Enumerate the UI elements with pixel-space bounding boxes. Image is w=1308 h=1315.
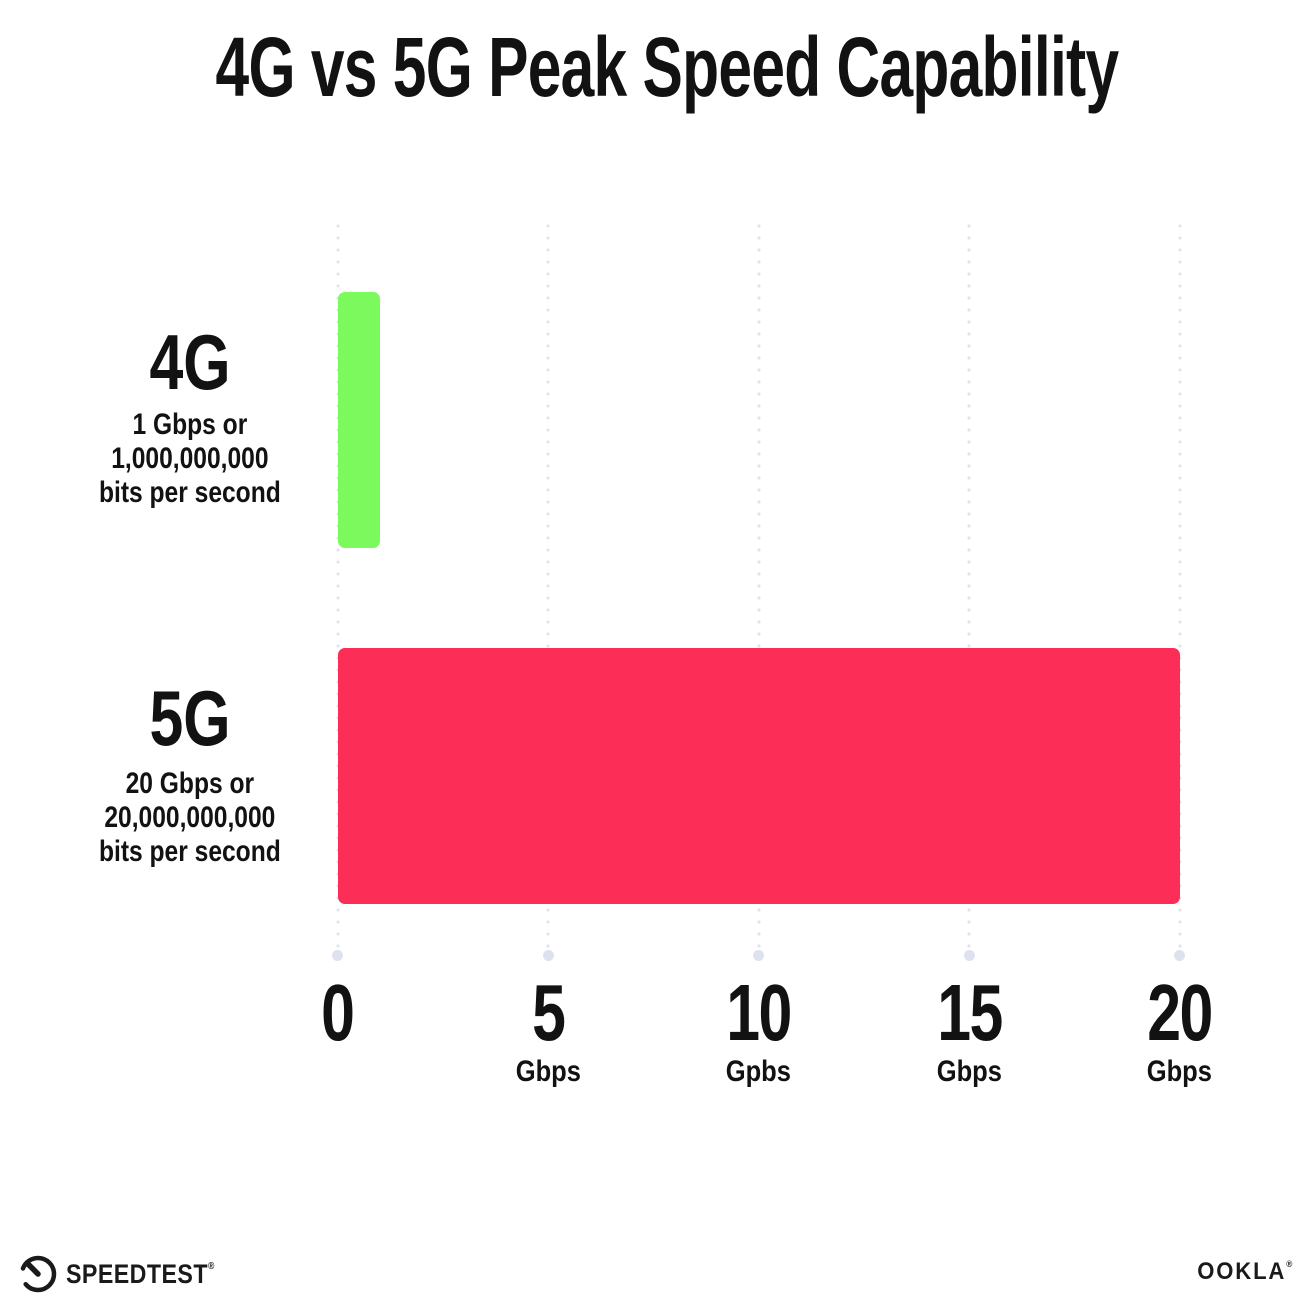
category-label-5g: 5G xyxy=(149,674,231,762)
category-label-5g-row: 5G xyxy=(40,678,340,758)
sublabel-line: 1,000,000,000 xyxy=(111,442,269,475)
category-label-4g-row: 4G xyxy=(40,322,340,402)
x-tick-unit-text: Gbps xyxy=(1146,1055,1213,1088)
gridline-end-dot xyxy=(542,950,554,961)
category-label-4g: 4G xyxy=(149,318,231,406)
x-tick-unit: Gbps xyxy=(1070,1057,1290,1087)
speedtest-logo: SPEEDTEST® xyxy=(18,1254,238,1294)
x-axis-tick: 20 Gbps xyxy=(1070,968,1290,1087)
x-tick-unit: Gpbs xyxy=(649,1057,869,1087)
bar-4g xyxy=(338,292,380,548)
speedtest-wordmark-text: SPEEDTEST xyxy=(66,1258,208,1289)
speedtest-gauge-icon xyxy=(19,1255,57,1293)
gridline-end-dot xyxy=(332,950,343,961)
sublabel-line: 1 Gbps or xyxy=(132,408,248,441)
gridline xyxy=(335,224,340,950)
gridline xyxy=(756,224,761,950)
x-axis-tick: 0 xyxy=(228,968,448,1057)
sublabel-line: 20,000,000,000 xyxy=(104,801,276,834)
speedtest-wordmark: SPEEDTEST® xyxy=(66,1259,214,1290)
x-tick-value: 0 xyxy=(321,968,355,1057)
gridline-end-dot xyxy=(753,950,764,961)
category-sublabel-5g-row: 20 Gbps or 20,000,000,000 bits per secon… xyxy=(40,767,340,869)
x-axis-tick: 5 Gbps xyxy=(438,968,658,1087)
x-axis-tick: 10 Gpbs xyxy=(649,968,869,1087)
category-sublabel-5g: 20 Gbps or 20,000,000,000 bits per secon… xyxy=(99,767,281,869)
ookla-wordmark: OOKLA® xyxy=(1197,1258,1292,1286)
x-tick-value: 15 xyxy=(936,968,1003,1057)
x-tick-unit: Gbps xyxy=(859,1057,1079,1087)
x-tick-value: 20 xyxy=(1147,968,1213,1057)
speedtest-registered-mark: ® xyxy=(207,1260,215,1272)
x-tick-value: 10 xyxy=(726,968,792,1057)
gridline xyxy=(967,224,971,950)
x-tick-unit: Gbps xyxy=(438,1057,658,1087)
x-tick-unit-text: Gbps xyxy=(936,1055,1002,1088)
gridline xyxy=(1177,224,1182,950)
ookla-registered-mark: ® xyxy=(1285,1259,1292,1269)
gridline xyxy=(546,224,550,950)
x-tick-unit-text: Gpbs xyxy=(725,1055,792,1088)
x-axis-tick: 15 Gbps xyxy=(859,968,1079,1087)
gridline-end-dot xyxy=(1174,950,1185,961)
x-tick-value: 5 xyxy=(531,968,566,1057)
bar-5g xyxy=(338,648,1180,904)
x-tick-unit-text: Gbps xyxy=(515,1055,581,1088)
sublabel-line: bits per second xyxy=(99,476,281,509)
ookla-wordmark-text: OOKLA xyxy=(1196,1258,1286,1285)
gridline-end-dot xyxy=(963,950,975,961)
chart-title: 4G vs 5G Peak Speed Capability xyxy=(215,20,1120,114)
chart-title-row: 4G vs 5G Peak Speed Capability xyxy=(26,12,1308,122)
category-sublabel-4g: 1 Gbps or 1,000,000,000 bits per second xyxy=(99,408,281,510)
ookla-logo: OOKLA® xyxy=(1189,1258,1292,1286)
sublabel-line: 20 Gbps or xyxy=(125,767,255,800)
sublabel-line: bits per second xyxy=(99,835,281,868)
category-sublabel-4g-row: 1 Gbps or 1,000,000,000 bits per second xyxy=(40,408,340,510)
